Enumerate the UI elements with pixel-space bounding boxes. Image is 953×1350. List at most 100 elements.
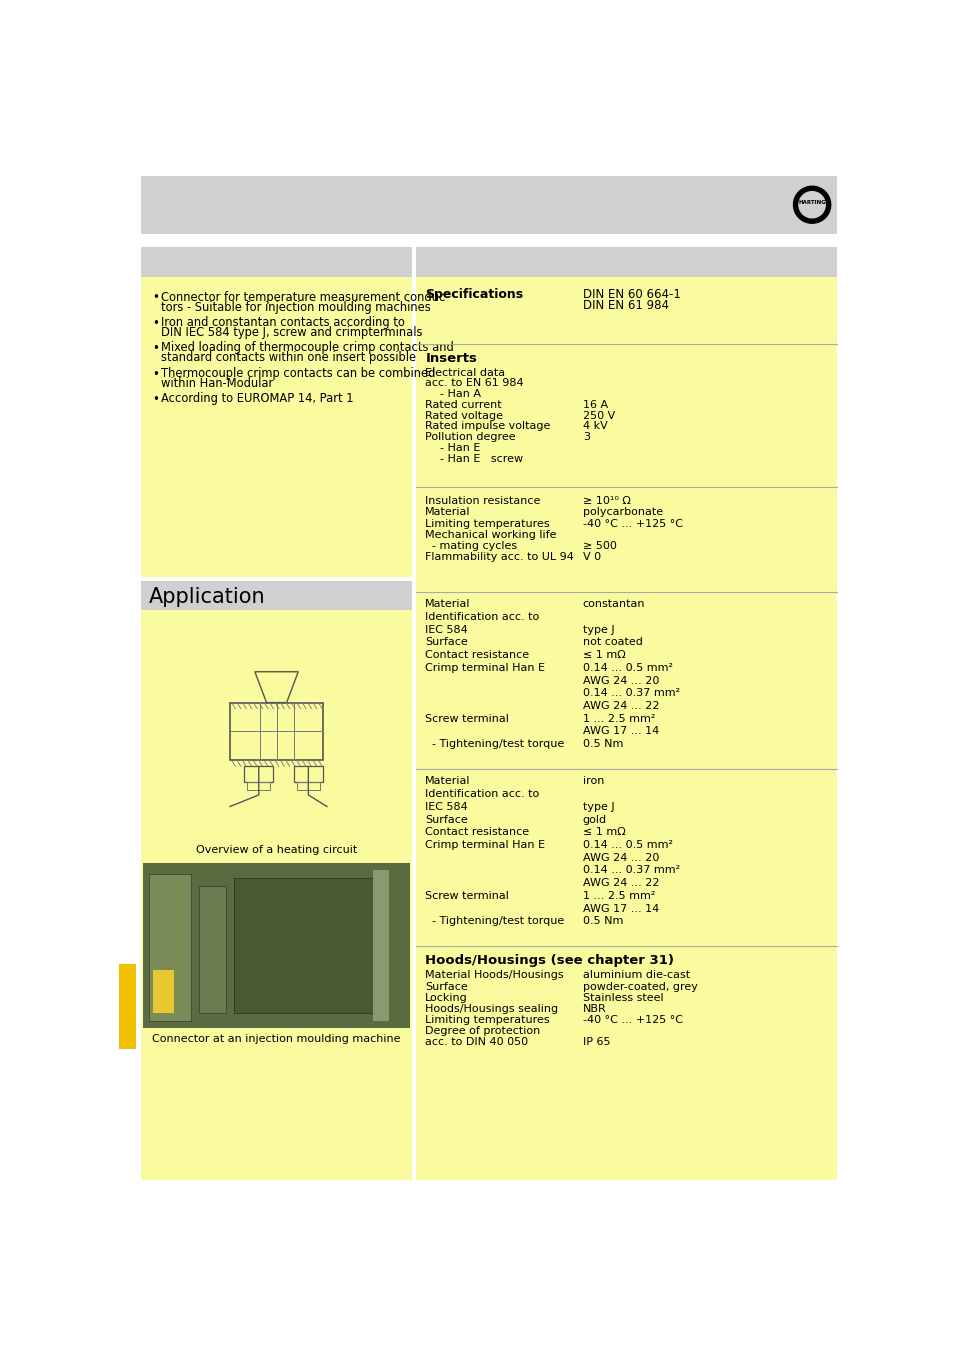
Text: Contact resistance: Contact resistance [425, 828, 529, 837]
Text: - Han A: - Han A [433, 389, 480, 400]
Text: 250 V: 250 V [582, 410, 615, 421]
Text: acc. to DIN 40 050: acc. to DIN 40 050 [425, 1038, 528, 1048]
Text: Rated voltage: Rated voltage [425, 410, 503, 421]
FancyBboxPatch shape [141, 247, 412, 277]
FancyBboxPatch shape [141, 580, 412, 610]
Text: ≥ 500: ≥ 500 [582, 541, 616, 551]
Text: Iron and constantan contacts according to: Iron and constantan contacts according t… [161, 316, 405, 329]
FancyBboxPatch shape [416, 344, 836, 487]
Text: AWG 17 ... 14: AWG 17 ... 14 [582, 726, 659, 736]
Text: AWG 24 ... 22: AWG 24 ... 22 [582, 878, 659, 888]
Text: Degree of protection: Degree of protection [425, 1026, 540, 1037]
Text: 0.14 ... 0.37 mm²: 0.14 ... 0.37 mm² [582, 865, 679, 875]
Text: Material: Material [425, 508, 471, 517]
FancyBboxPatch shape [416, 487, 836, 570]
Text: Insulation resistance: Insulation resistance [425, 497, 540, 506]
Text: Material: Material [425, 599, 471, 609]
Text: standard contacts within one insert possible: standard contacts within one insert poss… [161, 351, 416, 364]
Text: HARTING: HARTING [798, 200, 825, 205]
Text: Locking: Locking [425, 992, 468, 1003]
Text: -40 °C ... +125 °C: -40 °C ... +125 °C [582, 518, 682, 528]
Text: Flammability acc. to UL 94: Flammability acc. to UL 94 [425, 552, 574, 562]
Text: ≤ 1 mΩ: ≤ 1 mΩ [582, 651, 625, 660]
FancyBboxPatch shape [416, 946, 836, 1180]
Text: Limiting temperatures: Limiting temperatures [425, 1015, 550, 1025]
Text: Surface: Surface [425, 814, 468, 825]
Text: type J: type J [582, 802, 614, 811]
Text: Hoods/Housings sealing: Hoods/Housings sealing [425, 1004, 558, 1014]
FancyBboxPatch shape [416, 247, 836, 277]
Text: AWG 24 ... 22: AWG 24 ... 22 [582, 701, 659, 711]
Text: AWG 24 ... 20: AWG 24 ... 20 [582, 675, 659, 686]
Text: Crimp terminal Han E: Crimp terminal Han E [425, 840, 545, 850]
Text: •: • [152, 367, 158, 381]
Text: type J: type J [582, 625, 614, 634]
Text: ≤ 1 mΩ: ≤ 1 mΩ [582, 828, 625, 837]
Text: acc. to EN 61 984: acc. to EN 61 984 [425, 378, 523, 389]
FancyBboxPatch shape [416, 591, 836, 768]
Text: - Tightening/test torque: - Tightening/test torque [425, 738, 564, 749]
FancyBboxPatch shape [143, 863, 410, 1029]
Text: AWG 24 ... 20: AWG 24 ... 20 [582, 853, 659, 863]
Text: 0.14 ... 0.37 mm²: 0.14 ... 0.37 mm² [582, 688, 679, 698]
Text: 0.14 ... 0.5 mm²: 0.14 ... 0.5 mm² [582, 840, 672, 850]
FancyBboxPatch shape [152, 971, 174, 1012]
Text: Stainless steel: Stainless steel [582, 992, 662, 1003]
Text: iron: iron [582, 776, 603, 787]
Text: Connector at an injection moulding machine: Connector at an injection moulding machi… [152, 1034, 400, 1045]
Text: NBR: NBR [582, 1004, 606, 1014]
Text: - Han E: - Han E [433, 443, 480, 454]
Text: Rated current: Rated current [425, 400, 501, 410]
Text: DIN EN 60 664-1: DIN EN 60 664-1 [582, 288, 679, 301]
Text: polycarbonate: polycarbonate [582, 508, 662, 517]
Text: V 0: V 0 [582, 552, 600, 562]
Text: Contact resistance: Contact resistance [425, 651, 529, 660]
FancyBboxPatch shape [416, 277, 836, 344]
Text: Identification acc. to: Identification acc. to [425, 612, 539, 622]
Text: AWG 17 ... 14: AWG 17 ... 14 [582, 903, 659, 914]
Text: Mixed loading of thermocouple crimp contacts and: Mixed loading of thermocouple crimp cont… [161, 342, 454, 355]
Text: -40 °C ... +125 °C: -40 °C ... +125 °C [582, 1015, 682, 1025]
Text: Overview of a heating circuit: Overview of a heating circuit [195, 845, 356, 855]
FancyBboxPatch shape [373, 871, 389, 1021]
Text: - Tightening/test torque: - Tightening/test torque [425, 917, 564, 926]
FancyBboxPatch shape [416, 570, 836, 591]
Text: not coated: not coated [582, 637, 642, 648]
Text: •: • [152, 292, 158, 304]
Text: 1 ... 2.5 mm²: 1 ... 2.5 mm² [582, 891, 655, 900]
Text: 3: 3 [582, 432, 589, 443]
Text: Mechanical working life: Mechanical working life [425, 529, 557, 540]
Text: 16 A: 16 A [582, 400, 607, 410]
FancyBboxPatch shape [233, 878, 373, 1012]
Text: Limiting temperatures: Limiting temperatures [425, 518, 550, 528]
Text: Specifications: Specifications [425, 288, 523, 301]
Text: 4 kV: 4 kV [582, 421, 607, 432]
Text: powder-coated, grey: powder-coated, grey [582, 981, 697, 992]
Text: - Han E   screw: - Han E screw [433, 454, 522, 464]
Text: Material Hoods/Housings: Material Hoods/Housings [425, 971, 563, 980]
Text: Electrical data: Electrical data [425, 367, 505, 378]
Text: Crimp terminal Han E: Crimp terminal Han E [425, 663, 545, 672]
Text: Pollution degree: Pollution degree [425, 432, 516, 443]
Text: 0.5 Nm: 0.5 Nm [582, 917, 622, 926]
Circle shape [798, 192, 824, 217]
Text: 0.14 ... 0.5 mm²: 0.14 ... 0.5 mm² [582, 663, 672, 672]
Text: Material: Material [425, 776, 471, 787]
Text: According to EUROMAP 14, Part 1: According to EUROMAP 14, Part 1 [161, 393, 354, 405]
Text: gold: gold [582, 814, 606, 825]
Text: Connector for temperature measurement conduc: Connector for temperature measurement co… [161, 290, 445, 304]
Text: tors - Suitable for injection moulding machines: tors - Suitable for injection moulding m… [161, 301, 431, 313]
Text: Identification acc. to: Identification acc. to [425, 790, 539, 799]
Text: •: • [152, 317, 158, 329]
Circle shape [793, 186, 830, 223]
Text: Thermocouple crimp contacts can be combined: Thermocouple crimp contacts can be combi… [161, 367, 435, 379]
Text: within Han-Modular: within Han-Modular [161, 377, 274, 390]
Text: aluminium die-cast: aluminium die-cast [582, 971, 689, 980]
Text: Surface: Surface [425, 637, 468, 648]
Text: Rated impulse voltage: Rated impulse voltage [425, 421, 550, 432]
Text: IP 65: IP 65 [582, 1038, 610, 1048]
Text: Inserts: Inserts [425, 352, 476, 366]
Text: constantan: constantan [582, 599, 644, 609]
Text: Surface: Surface [425, 981, 468, 992]
FancyBboxPatch shape [416, 768, 836, 946]
